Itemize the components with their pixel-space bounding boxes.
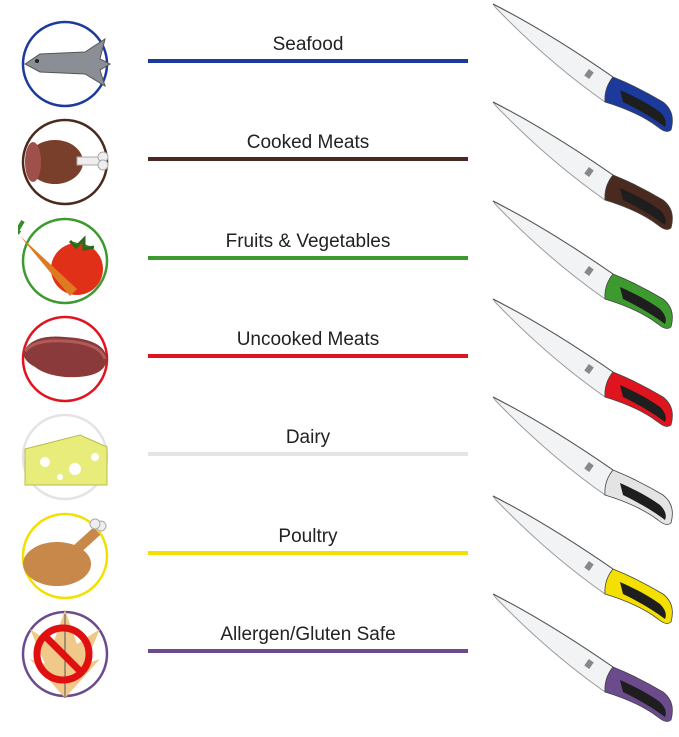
cheese-icon	[21, 413, 109, 501]
category-label: Seafood	[272, 34, 344, 55]
steak-icon	[21, 315, 109, 403]
category-label: Cooked Meats	[246, 132, 370, 154]
category-label: Allergen/Gluten Safe	[220, 623, 396, 645]
color-bar	[148, 648, 468, 653]
category-row: Cooked Meats	[0, 101, 679, 233]
turkey-icon	[21, 512, 109, 599]
color-bar	[148, 550, 468, 555]
chef-knife-image	[492, 200, 673, 329]
category-row: Seafood	[0, 3, 679, 135]
chef-knife-image	[492, 298, 673, 427]
category-row: Uncooked Meats	[0, 298, 679, 430]
knife	[488, 592, 679, 732]
category-label: Dairy	[285, 427, 331, 449]
category-label: Fruits & Vegetables	[225, 230, 391, 252]
chef-knife-image	[492, 3, 673, 132]
color-bar	[148, 353, 468, 358]
category-row: Fruits & Vegetables	[0, 200, 679, 332]
chef-knife-image	[492, 101, 673, 231]
category-label: Poultry	[278, 525, 338, 547]
knife	[488, 494, 679, 634]
color-bar	[148, 452, 468, 457]
knife	[488, 297, 679, 437]
chef-knife-image	[492, 495, 673, 624]
category-row: Dairy	[0, 396, 679, 528]
chef-knife-image	[492, 396, 673, 526]
category-label: Uncooked Meats	[236, 328, 380, 350]
fish-icon	[21, 20, 112, 108]
vegetables-icon	[18, 217, 109, 304]
color-bar	[148, 59, 468, 63]
knife	[488, 199, 679, 339]
category-row: Poultry	[0, 495, 679, 627]
category-row: Allergen/Gluten Safe	[0, 593, 679, 725]
color-bar	[148, 157, 468, 162]
knife	[488, 2, 679, 142]
ham-icon	[21, 119, 109, 206]
color-bar	[148, 255, 468, 260]
knife	[488, 100, 679, 240]
chef-knife-image	[492, 593, 673, 722]
knife	[488, 395, 679, 535]
no-gluten-icon	[21, 609, 109, 698]
